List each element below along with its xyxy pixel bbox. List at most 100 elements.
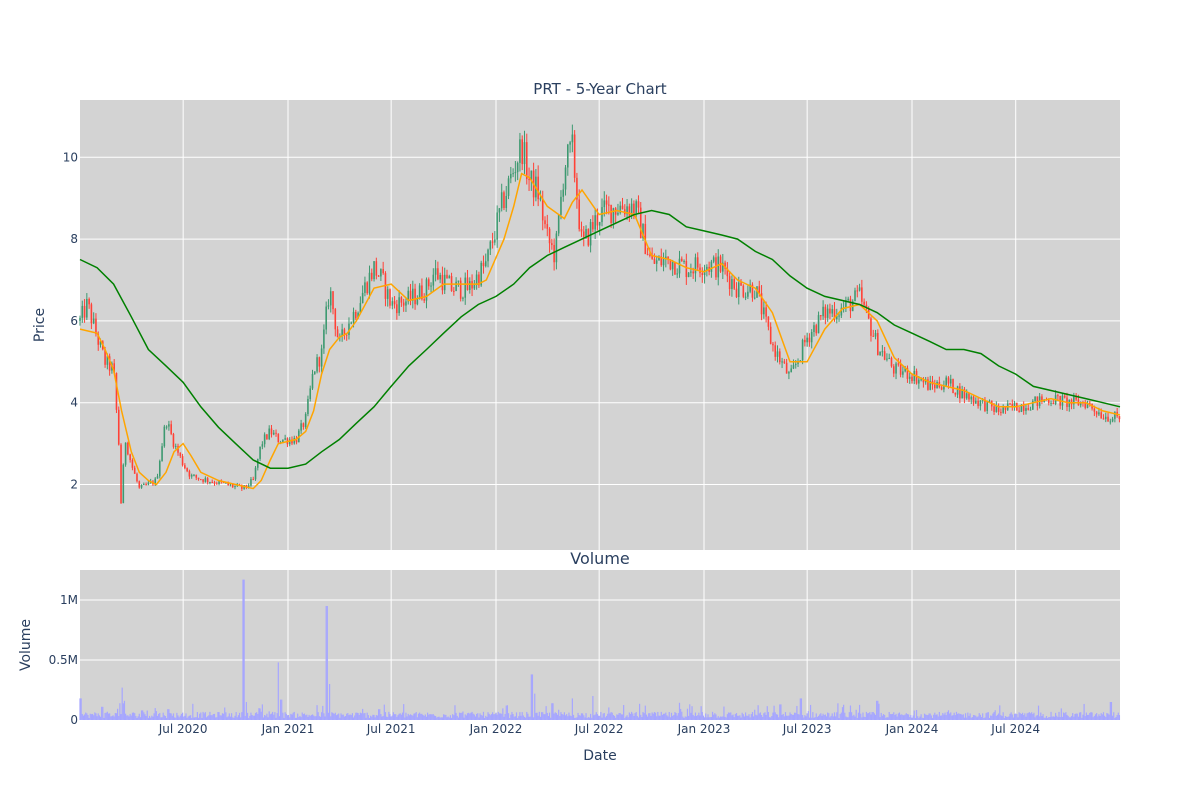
volume-bar bbox=[181, 712, 184, 720]
volume-bar bbox=[215, 717, 217, 720]
volume-bar bbox=[440, 717, 442, 720]
volume-bar bbox=[371, 716, 373, 720]
volume-bar bbox=[540, 712, 543, 720]
volume-bar bbox=[741, 712, 743, 720]
volume-bar bbox=[321, 712, 323, 720]
candle bbox=[377, 274, 380, 277]
candle bbox=[662, 252, 665, 272]
candle bbox=[671, 259, 674, 276]
candle bbox=[414, 283, 416, 310]
candle bbox=[874, 329, 877, 340]
volume-bar bbox=[293, 711, 295, 720]
candle bbox=[883, 346, 886, 361]
volume-bar bbox=[264, 714, 266, 720]
volume-bar bbox=[954, 715, 956, 720]
volume-bar bbox=[577, 712, 579, 720]
volume-bar bbox=[260, 711, 262, 720]
volume-bar bbox=[1077, 716, 1079, 720]
volume-bar bbox=[105, 712, 107, 720]
volume-bar bbox=[380, 714, 382, 720]
volume-bar bbox=[853, 714, 855, 720]
volume-bar bbox=[147, 718, 149, 720]
candle bbox=[514, 161, 517, 182]
volume-bar bbox=[1025, 716, 1027, 720]
volume-bar bbox=[843, 704, 845, 720]
volume-bar bbox=[567, 716, 569, 720]
volume-bar bbox=[698, 712, 700, 720]
volume-bar bbox=[667, 716, 669, 720]
candle bbox=[1022, 401, 1025, 415]
volume-bar bbox=[366, 712, 368, 720]
candle bbox=[863, 298, 865, 307]
volume-bar bbox=[180, 713, 183, 720]
volume-bar bbox=[1023, 714, 1025, 720]
volume-bar bbox=[373, 714, 375, 720]
volume-bar bbox=[323, 713, 325, 720]
volume-bar bbox=[336, 714, 339, 720]
candle bbox=[571, 124, 574, 153]
volume-bar bbox=[1002, 712, 1004, 720]
candle bbox=[598, 221, 601, 236]
volume-bar bbox=[587, 717, 589, 720]
volume-bar bbox=[202, 711, 204, 720]
volume-bar bbox=[257, 713, 259, 720]
volume-bar bbox=[700, 706, 702, 720]
volume-bar bbox=[1031, 712, 1033, 720]
candle bbox=[619, 201, 622, 215]
candle bbox=[690, 263, 692, 277]
volume-bar bbox=[397, 715, 399, 720]
volume-bar bbox=[267, 717, 269, 720]
volume-bar bbox=[499, 713, 502, 720]
volume-bar bbox=[693, 716, 695, 720]
candle bbox=[140, 484, 143, 489]
volume-bar bbox=[1020, 714, 1023, 720]
volume-bar bbox=[749, 717, 751, 720]
volume-bar bbox=[168, 709, 170, 720]
candle bbox=[250, 477, 252, 487]
volume-bar bbox=[537, 715, 539, 720]
volume-bar bbox=[845, 716, 847, 720]
volume-bar bbox=[333, 713, 335, 720]
volume-bar bbox=[890, 714, 893, 720]
volume-bar bbox=[197, 717, 200, 720]
volume-bar bbox=[350, 715, 352, 720]
candle bbox=[899, 359, 902, 378]
volume-bar bbox=[1072, 713, 1074, 720]
candle bbox=[801, 338, 804, 365]
candle bbox=[1111, 416, 1114, 423]
volume-bar bbox=[1067, 715, 1069, 720]
volume-bar bbox=[790, 714, 792, 720]
volume-bar bbox=[188, 715, 191, 720]
volume-bar bbox=[950, 712, 952, 720]
volume-bar bbox=[1075, 713, 1077, 720]
volume-bar bbox=[633, 716, 635, 720]
volume-bar bbox=[203, 713, 205, 720]
volume-bar bbox=[735, 713, 738, 720]
candle bbox=[963, 386, 966, 404]
volume-bar bbox=[637, 717, 640, 720]
volume-bar bbox=[913, 710, 915, 720]
volume-bar bbox=[994, 710, 996, 720]
volume-bar bbox=[519, 712, 521, 720]
volume-bar bbox=[454, 705, 456, 720]
volume-bar bbox=[273, 714, 275, 720]
candle bbox=[694, 253, 697, 282]
volume-bar bbox=[857, 712, 860, 720]
candle bbox=[259, 446, 261, 462]
volume-bar bbox=[96, 716, 98, 720]
volume-bar bbox=[898, 712, 901, 720]
volume-bar bbox=[1058, 711, 1060, 720]
volume-bar bbox=[396, 716, 398, 720]
volume-bar bbox=[707, 714, 709, 720]
volume-bar bbox=[941, 715, 943, 720]
volume-bar bbox=[848, 712, 850, 720]
volume-bar bbox=[779, 704, 781, 720]
volume-bar bbox=[820, 713, 822, 720]
volume-bar bbox=[173, 717, 176, 720]
volume-bar bbox=[452, 714, 454, 720]
volume-bar bbox=[1068, 717, 1070, 720]
volume-bar bbox=[287, 715, 290, 720]
volume-bar bbox=[991, 715, 993, 720]
candle bbox=[309, 385, 312, 402]
volume-bar bbox=[470, 712, 472, 720]
